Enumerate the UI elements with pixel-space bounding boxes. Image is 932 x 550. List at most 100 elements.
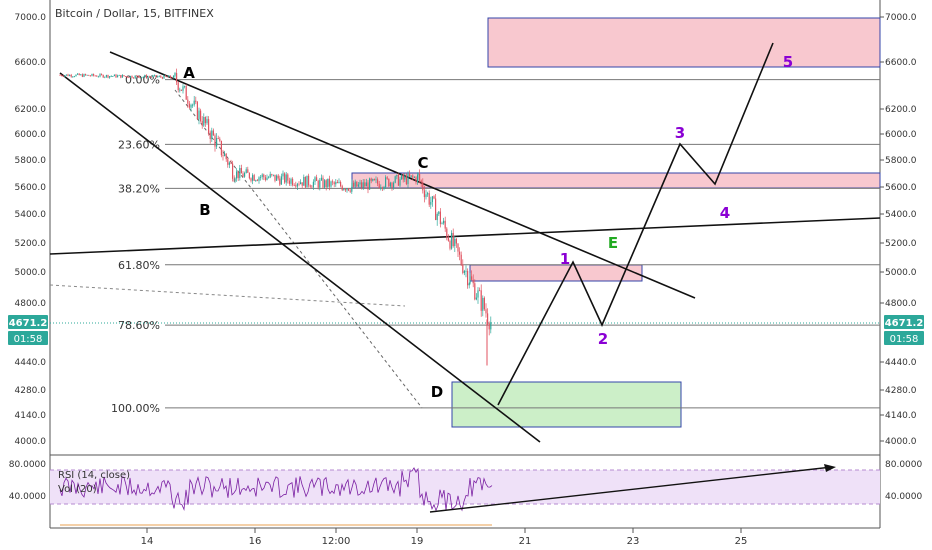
wave-label-4: 4 bbox=[720, 204, 730, 222]
candle-body bbox=[271, 174, 273, 175]
time-tick-label: 16 bbox=[249, 536, 262, 547]
candle-body bbox=[102, 74, 104, 78]
right-price-tick: 5800.0 bbox=[885, 156, 917, 166]
candle-body bbox=[412, 175, 414, 178]
candle-body bbox=[482, 297, 484, 311]
last-price-badge-right bbox=[884, 315, 924, 329]
candle-body bbox=[452, 232, 454, 247]
candle-body bbox=[393, 182, 395, 188]
candle-body bbox=[298, 183, 300, 185]
resistance-zone bbox=[351, 172, 881, 189]
fib-label: 38.20% bbox=[118, 182, 160, 195]
candle-body bbox=[158, 76, 160, 77]
candle-body bbox=[415, 177, 417, 183]
candle-body bbox=[346, 188, 348, 191]
lower-trendline bbox=[59, 72, 541, 443]
candle-body bbox=[354, 181, 356, 187]
candle-body bbox=[69, 74, 71, 77]
candle-body bbox=[280, 176, 282, 185]
candle-body bbox=[274, 174, 276, 181]
candle-body bbox=[252, 175, 254, 181]
countdown-badge-right bbox=[884, 331, 924, 345]
rsi-right-tick: 40.0000 bbox=[885, 492, 922, 502]
candle-body bbox=[260, 176, 262, 178]
rsi-pane[interactable]: RSI (14, close) Vol (20) 80.0000 80.0000 40.… bbox=[9, 460, 923, 526]
candle-body bbox=[425, 194, 427, 198]
candle-body bbox=[174, 73, 176, 76]
candle-body bbox=[81, 74, 83, 77]
candle-body bbox=[336, 182, 338, 184]
candle-body bbox=[468, 283, 470, 286]
candle-body bbox=[187, 99, 189, 104]
candle-body bbox=[322, 177, 324, 188]
candle-body bbox=[474, 283, 476, 300]
candle-body bbox=[404, 176, 406, 180]
candle-body bbox=[88, 74, 90, 76]
rsi-title: RSI (14, close) bbox=[58, 470, 130, 481]
candle-body bbox=[141, 77, 143, 79]
candle-body bbox=[317, 180, 319, 188]
candle-body bbox=[86, 74, 88, 76]
candle-body bbox=[446, 228, 448, 239]
candle-body bbox=[365, 182, 367, 187]
candle-body bbox=[312, 181, 314, 188]
candle-body bbox=[83, 74, 85, 77]
candle-body bbox=[239, 168, 241, 178]
candle-body bbox=[417, 175, 419, 183]
candle-body bbox=[303, 176, 305, 186]
candle-body bbox=[220, 140, 222, 156]
wave-label-e: E bbox=[608, 234, 618, 252]
candle-body bbox=[228, 162, 230, 165]
candle-body bbox=[264, 177, 266, 180]
candle-body bbox=[224, 153, 226, 157]
candle-body bbox=[248, 172, 250, 179]
price-pane[interactable] bbox=[50, 0, 880, 455]
candle-body bbox=[391, 182, 393, 188]
candle-body bbox=[472, 279, 474, 284]
right-price-tick: 7000.0 bbox=[885, 13, 917, 23]
candle-body bbox=[316, 177, 318, 181]
candle-body bbox=[168, 75, 170, 78]
candle-body bbox=[177, 82, 179, 91]
candle-body bbox=[236, 171, 238, 179]
time-tick-label: 23 bbox=[627, 536, 640, 547]
time-tick-label: 25 bbox=[735, 536, 748, 547]
wave-label-2: 2 bbox=[598, 330, 608, 348]
candle-body bbox=[367, 182, 369, 190]
candle-body bbox=[454, 238, 456, 247]
candle-body bbox=[441, 223, 443, 225]
volume-title: Vol (20) bbox=[58, 484, 97, 495]
candle-body bbox=[137, 75, 139, 78]
candle-body bbox=[222, 155, 224, 157]
right-price-tick: 4000.0 bbox=[885, 437, 917, 447]
candle-body bbox=[203, 117, 205, 126]
left-price-tick: 6200.0 bbox=[15, 105, 47, 115]
candle-body bbox=[288, 180, 290, 184]
candle-body bbox=[377, 179, 379, 184]
right-price-tick: 5600.0 bbox=[885, 183, 917, 193]
candle-body bbox=[255, 180, 257, 182]
wave-label-3: 3 bbox=[675, 124, 685, 142]
candle-body bbox=[413, 177, 415, 179]
candle-body bbox=[230, 162, 232, 164]
candle-body bbox=[212, 130, 214, 136]
candle-body bbox=[70, 74, 72, 77]
candle-body bbox=[232, 163, 234, 179]
candle-body bbox=[101, 74, 103, 75]
right-price-tick: 4440.0 bbox=[885, 358, 917, 368]
candle-body bbox=[405, 176, 407, 185]
candle-body bbox=[417, 173, 419, 176]
candle-body bbox=[449, 240, 451, 249]
candle-body bbox=[94, 75, 96, 77]
right-price-tick: 4800.0 bbox=[885, 299, 917, 309]
candle-body bbox=[256, 180, 258, 182]
candle-body bbox=[301, 182, 303, 186]
projection-layer bbox=[497, 42, 774, 406]
candle-body bbox=[227, 159, 229, 165]
candle-body bbox=[217, 138, 219, 139]
candle-body bbox=[428, 193, 430, 205]
candle-body bbox=[293, 185, 295, 186]
candle-body bbox=[129, 75, 131, 78]
candle-body bbox=[233, 178, 235, 182]
